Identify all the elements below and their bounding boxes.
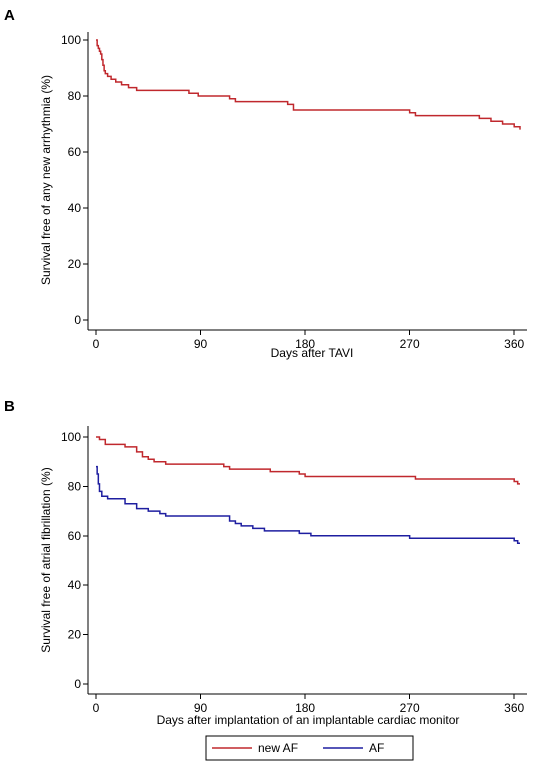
panel-b-y-tick-label-60: 60: [68, 529, 82, 543]
panel-b-y-tick-label-80: 80: [68, 479, 82, 493]
panel-b-legend: new AF AF: [205, 735, 414, 761]
panel-a-x-axis-title: Days after TAVI: [271, 346, 354, 360]
panel-a-y-tick-label-60: 60: [68, 145, 82, 159]
panel-a-y-tick-label-40: 40: [68, 201, 82, 215]
panel-b-km-curve-new-af: [96, 436, 520, 485]
panel-a-x-tick-label-90: 90: [194, 337, 208, 351]
panel-b-km-curve-af: [96, 465, 520, 544]
panel-b-y-tick-label-40: 40: [68, 578, 82, 592]
panel-b-ticks: 0 20 40 60 80 100 0 90 180 270 360: [61, 430, 525, 715]
panel-a-x-tick-label-360: 360: [504, 337, 524, 351]
panel-a-y-tick-label-20: 20: [68, 257, 82, 271]
panel-b-x-axis-title: Days after implantation of an implantabl…: [157, 713, 460, 727]
panel-a-label: A: [4, 7, 15, 24]
panel-a-x-tick-label-180: 180: [295, 337, 315, 351]
panel-b-x-tick-label-0: 0: [93, 701, 100, 715]
panel-a-x-tick-label-270: 270: [400, 337, 420, 351]
panel-a: A Survival free of any new arrhythmia (%…: [4, 7, 527, 360]
panel-b-x-tick-label-180: 180: [295, 701, 315, 715]
panel-b-y-tick-label-0: 0: [74, 677, 81, 691]
panel-a-y-tick-label-80: 80: [68, 89, 82, 103]
panel-b-axes: [87, 426, 527, 695]
panel-b-x-tick-label-90: 90: [194, 701, 208, 715]
panel-a-y-axis-title: Survival free of any new arrhythmia (%): [39, 75, 53, 285]
panel-a-y-tick-label-100: 100: [61, 33, 81, 47]
panel-b: B Survival free of atrial fibrillation (…: [4, 398, 527, 727]
panel-b-x-tick-label-360: 360: [504, 701, 524, 715]
panel-a-series: [96, 39, 521, 130]
panel-a-ticks: 0 20 40 60 80 100 0 90 180 270 360: [61, 33, 525, 351]
panel-b-y-tick-label-20: 20: [68, 628, 82, 642]
panel-a-km-curve-series-0: [96, 39, 521, 130]
panel-a-y-tick-label-0: 0: [74, 313, 81, 327]
panel-b-y-tick-label-100: 100: [61, 430, 81, 444]
panel-a-axes: [87, 32, 527, 331]
panel-b-label: B: [4, 398, 15, 415]
panel-b-series: [96, 436, 520, 544]
panel-a-x-tick-label-0: 0: [93, 337, 100, 351]
panel-b-y-axis-title: Survival free of atrial fibrillation (%): [39, 467, 53, 652]
legend-box: [205, 735, 414, 761]
legend-label-new-af: new AF: [258, 741, 298, 755]
legend-label-af: AF: [369, 741, 384, 755]
panel-b-x-tick-label-270: 270: [400, 701, 420, 715]
